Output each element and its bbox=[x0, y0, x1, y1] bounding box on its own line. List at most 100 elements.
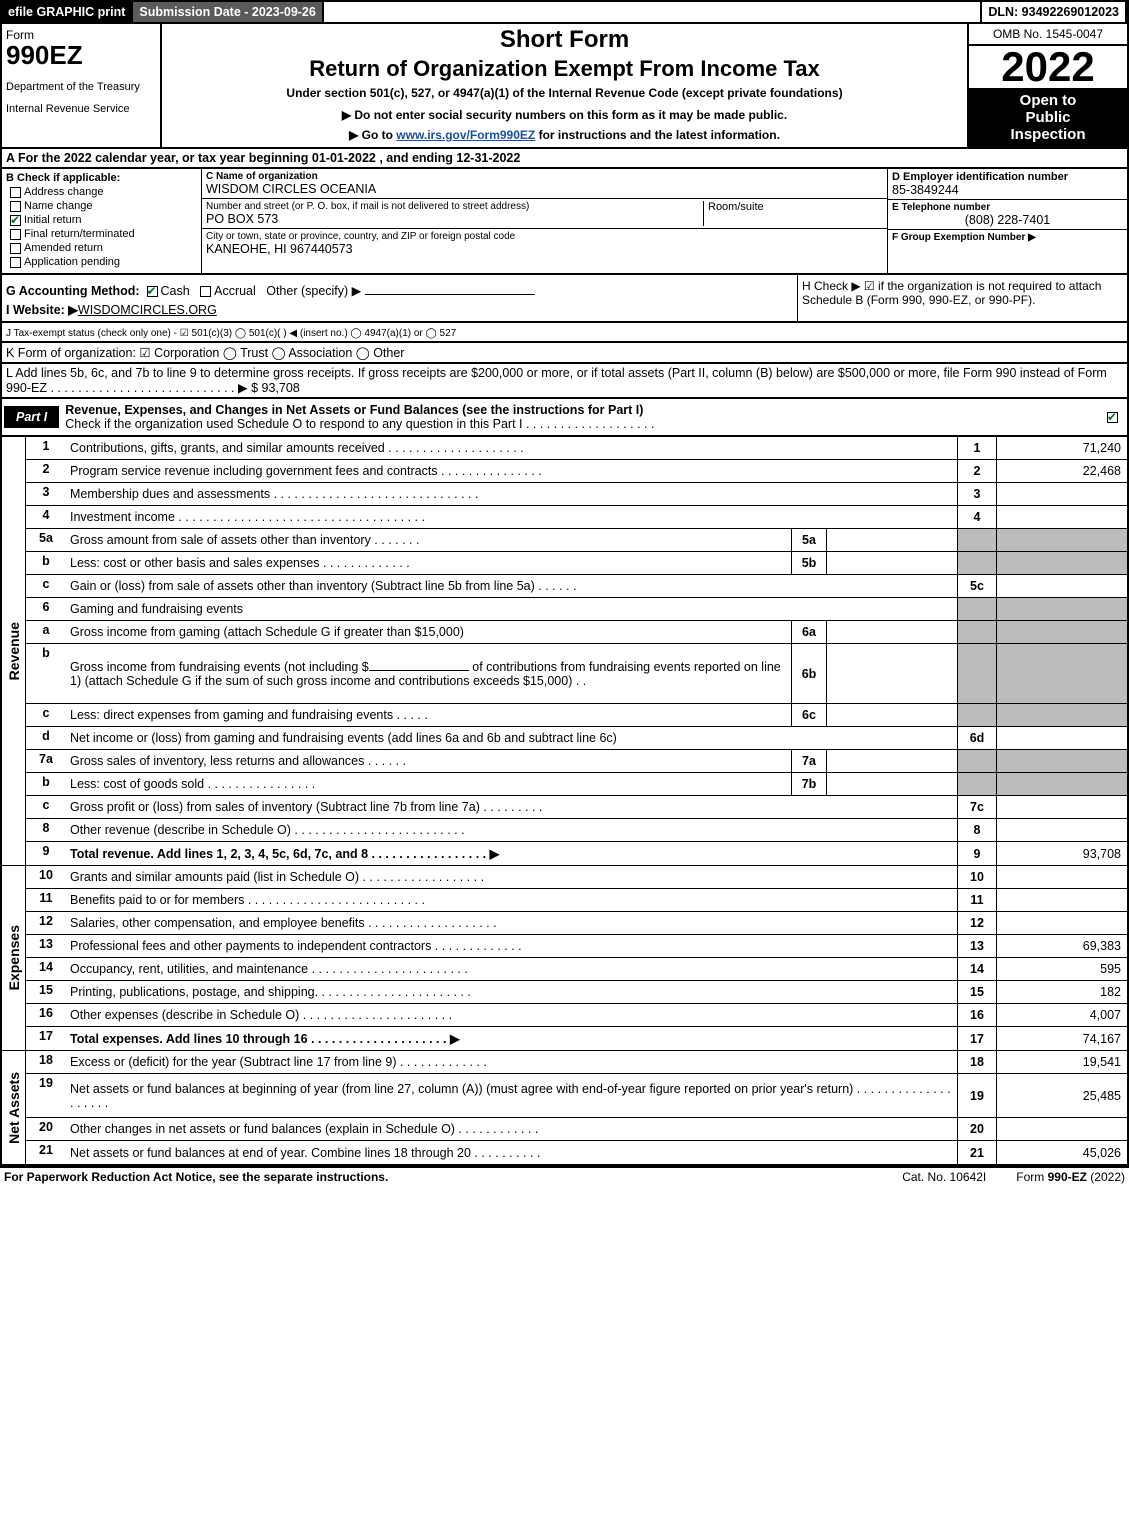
chk-cash[interactable] bbox=[147, 286, 158, 297]
line-8-text: Other revenue (describe in Schedule O) .… bbox=[66, 819, 957, 841]
website-link[interactable]: WISDOMCIRCLES.ORG bbox=[78, 303, 217, 317]
line-l-amount: 93,708 bbox=[262, 381, 300, 395]
catalog-number: Cat. No. 10642I bbox=[902, 1170, 986, 1184]
line-2-text: Program service revenue including govern… bbox=[66, 460, 957, 482]
line-13-amount: 69,383 bbox=[997, 935, 1127, 957]
line-6-text: Gaming and fundraising events bbox=[66, 598, 957, 620]
line-15-amount: 182 bbox=[997, 981, 1127, 1003]
chk-name-change[interactable]: Name change bbox=[6, 200, 197, 212]
line-8-amount bbox=[997, 819, 1127, 841]
line-l: L Add lines 5b, 6c, and 7b to line 9 to … bbox=[0, 364, 1129, 399]
line-14-amount: 595 bbox=[997, 958, 1127, 980]
line-16-amount: 4,007 bbox=[997, 1004, 1127, 1026]
line-11-amount bbox=[997, 889, 1127, 911]
irs-link[interactable]: www.irs.gov/Form990EZ bbox=[396, 128, 535, 142]
return-title: Return of Organization Exempt From Incom… bbox=[168, 56, 961, 82]
org-address: PO BOX 573 bbox=[206, 212, 703, 226]
expenses-section: Expenses 10Grants and similar amounts pa… bbox=[0, 866, 1129, 1051]
line-13-text: Professional fees and other payments to … bbox=[66, 935, 957, 957]
line-10-amount bbox=[997, 866, 1127, 888]
revenue-section: Revenue 1Contributions, gifts, grants, a… bbox=[0, 437, 1129, 866]
form-number: 990EZ bbox=[6, 40, 156, 71]
line-14-text: Occupancy, rent, utilities, and maintena… bbox=[66, 958, 957, 980]
line-20-text: Other changes in net assets or fund bala… bbox=[66, 1118, 957, 1140]
line-9-text: Total revenue. Add lines 1, 2, 3, 4, 5c,… bbox=[66, 842, 957, 865]
line-10-text: Grants and similar amounts paid (list in… bbox=[66, 866, 957, 888]
line-16-text: Other expenses (describe in Schedule O) … bbox=[66, 1004, 957, 1026]
ein-value: 85-3849244 bbox=[892, 183, 1123, 197]
expenses-vertical-label: Expenses bbox=[4, 923, 24, 992]
line-6d-text: Net income or (loss) from gaming and fun… bbox=[66, 727, 957, 749]
goto-link-line: ▶ Go to www.irs.gov/Form990EZ for instru… bbox=[168, 128, 961, 142]
submission-date: Submission Date - 2023-09-26 bbox=[133, 2, 323, 22]
telephone: (808) 228-7401 bbox=[892, 213, 1123, 227]
chk-amended[interactable]: Amended return bbox=[6, 242, 197, 254]
chk-final-return[interactable]: Final return/terminated bbox=[6, 228, 197, 240]
short-form-title: Short Form bbox=[168, 26, 961, 54]
line-6a-text: Gross income from gaming (attach Schedul… bbox=[66, 621, 791, 643]
chk-address-change[interactable]: Address change bbox=[6, 186, 197, 198]
chk-accrual[interactable] bbox=[200, 286, 211, 297]
line-7c-text: Gross profit or (loss) from sales of inv… bbox=[66, 796, 957, 818]
line-17-text: Total expenses. Add lines 10 through 16 … bbox=[66, 1027, 957, 1050]
line-20-amount bbox=[997, 1118, 1127, 1140]
line-6b-text: Gross income from fundraising events (no… bbox=[66, 644, 791, 703]
line-19-text: Net assets or fund balances at beginning… bbox=[66, 1074, 957, 1117]
line-19-amount: 25,485 bbox=[997, 1074, 1127, 1117]
line-h: H Check ▶ ☑ if the organization is not r… bbox=[797, 275, 1127, 321]
line-21-amount: 45,026 bbox=[997, 1141, 1127, 1164]
form-ref: Form 990-EZ (2022) bbox=[1016, 1170, 1125, 1184]
line-6d-amount bbox=[997, 727, 1127, 749]
line-3-amount bbox=[997, 483, 1127, 505]
line-2-amount: 22,468 bbox=[997, 460, 1127, 482]
open-public-inspection: Open to Public Inspection bbox=[969, 88, 1127, 147]
line-5b-text: Less: cost or other basis and sales expe… bbox=[66, 552, 791, 574]
dln-number: DLN: 93492269012023 bbox=[980, 2, 1127, 22]
line-5c-text: Gain or (loss) from sale of assets other… bbox=[66, 575, 957, 597]
line-15-text: Printing, publications, postage, and shi… bbox=[66, 981, 957, 1003]
part1-schedule-o-check[interactable] bbox=[1107, 412, 1118, 423]
line-12-amount bbox=[997, 912, 1127, 934]
line-a: A For the 2022 calendar year, or tax yea… bbox=[0, 149, 1129, 169]
chk-initial-return[interactable]: Initial return bbox=[6, 214, 197, 226]
line-18-text: Excess or (deficit) for the year (Subtra… bbox=[66, 1051, 957, 1073]
line-5a-text: Gross amount from sale of assets other t… bbox=[66, 529, 791, 551]
line-17-amount: 74,167 bbox=[997, 1027, 1127, 1050]
form-header: Form 990EZ Department of the Treasury In… bbox=[0, 24, 1129, 149]
revenue-vertical-label: Revenue bbox=[4, 620, 24, 682]
top-bar: efile GRAPHIC print Submission Date - 20… bbox=[0, 0, 1129, 24]
line-6c-text: Less: direct expenses from gaming and fu… bbox=[66, 704, 791, 726]
line-5c-amount bbox=[997, 575, 1127, 597]
line-4-amount bbox=[997, 506, 1127, 528]
line-3-text: Membership dues and assessments . . . . … bbox=[66, 483, 957, 505]
line-11-text: Benefits paid to or for members . . . . … bbox=[66, 889, 957, 911]
line-21-text: Net assets or fund balances at end of ye… bbox=[66, 1141, 957, 1164]
box-c: C Name of organization WISDOM CIRCLES OC… bbox=[202, 169, 887, 273]
chk-pending[interactable]: Application pending bbox=[6, 256, 197, 268]
room-suite-label: Room/suite bbox=[703, 201, 883, 226]
no-ssn-note: ▶ Do not enter social security numbers o… bbox=[168, 108, 961, 122]
line-7a-text: Gross sales of inventory, less returns a… bbox=[66, 750, 791, 772]
line-1-text: Contributions, gifts, grants, and simila… bbox=[66, 437, 957, 459]
dept-irs: Internal Revenue Service bbox=[6, 103, 156, 115]
org-city: KANEOHE, HI 967440573 bbox=[206, 242, 883, 256]
efile-label[interactable]: efile GRAPHIC print bbox=[2, 2, 133, 22]
line-18-amount: 19,541 bbox=[997, 1051, 1127, 1073]
line-7c-amount bbox=[997, 796, 1127, 818]
line-7b-text: Less: cost of goods sold . . . . . . . .… bbox=[66, 773, 791, 795]
under-section: Under section 501(c), 527, or 4947(a)(1)… bbox=[168, 86, 961, 100]
netassets-vertical-label: Net Assets bbox=[4, 1070, 24, 1146]
line-g: G Accounting Method: Cash Accrual Other … bbox=[6, 279, 793, 302]
org-name: WISDOM CIRCLES OCEANIA bbox=[206, 182, 883, 196]
bcdef-block: B Check if applicable: Address change Na… bbox=[0, 169, 1129, 275]
line-12-text: Salaries, other compensation, and employ… bbox=[66, 912, 957, 934]
part-1-header: Part I Revenue, Expenses, and Changes in… bbox=[0, 399, 1129, 437]
dept-treasury: Department of the Treasury bbox=[6, 81, 156, 93]
line-1-amount: 71,240 bbox=[997, 437, 1127, 459]
page-footer: For Paperwork Reduction Act Notice, see … bbox=[0, 1166, 1129, 1186]
line-i: I Website: ▶WISDOMCIRCLES.ORG bbox=[6, 302, 793, 317]
box-b: B Check if applicable: Address change Na… bbox=[2, 169, 202, 273]
line-9-amount: 93,708 bbox=[997, 842, 1127, 865]
netassets-section: Net Assets 18Excess or (deficit) for the… bbox=[0, 1051, 1129, 1166]
line-4-text: Investment income . . . . . . . . . . . … bbox=[66, 506, 957, 528]
